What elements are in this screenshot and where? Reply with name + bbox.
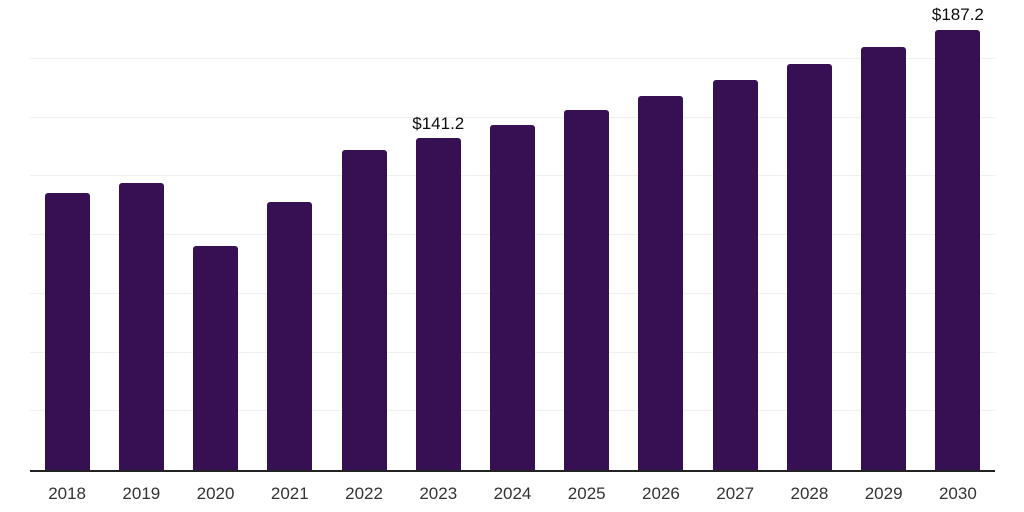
- x-axis-label-2022: 2022: [345, 484, 383, 503]
- bar-2024: [490, 124, 535, 470]
- bar-2023: [415, 138, 461, 470]
- bar-2027: [712, 80, 758, 470]
- bar-2026: [638, 95, 684, 470]
- bar-2018: [44, 192, 90, 470]
- x-axis-label-2019: 2019: [122, 484, 161, 503]
- bar-2021: [267, 202, 313, 470]
- x-axis-label-2030: 2030: [938, 484, 977, 503]
- bar-2020: [193, 246, 239, 470]
- x-axis-label-2018: 2018: [48, 484, 87, 503]
- gridline: [30, 116, 995, 118]
- x-axis-label-2026: 2026: [642, 484, 680, 503]
- bar-2022: [341, 150, 387, 470]
- plot-area: $141.2 $187.2: [30, 0, 995, 472]
- x-axis-label-2023: 2023: [419, 484, 458, 503]
- bar-2030: [935, 30, 981, 470]
- bar-value-label-2023: $141.2: [412, 113, 465, 133]
- bar-2029: [861, 47, 907, 470]
- gridline: [30, 57, 995, 59]
- bar-value-label-2030: $187.2: [931, 5, 984, 25]
- bar-2025: [564, 110, 610, 470]
- x-axis-label-2027: 2027: [716, 484, 755, 503]
- x-axis-label-2021: 2021: [270, 484, 309, 503]
- bar-2019: [118, 183, 164, 470]
- x-axis-label-2028: 2028: [790, 484, 829, 503]
- x-axis-label-2025: 2025: [567, 484, 606, 503]
- bar-2028: [786, 64, 832, 470]
- x-axis-label-2020: 2020: [196, 484, 235, 503]
- x-axis-label-2024: 2024: [493, 484, 532, 503]
- x-axis-label-2029: 2029: [864, 484, 903, 503]
- x-axis-labels: 2018 2019 2020 2021 2022 2023 2024 2025 2026 2027…: [30, 483, 995, 505]
